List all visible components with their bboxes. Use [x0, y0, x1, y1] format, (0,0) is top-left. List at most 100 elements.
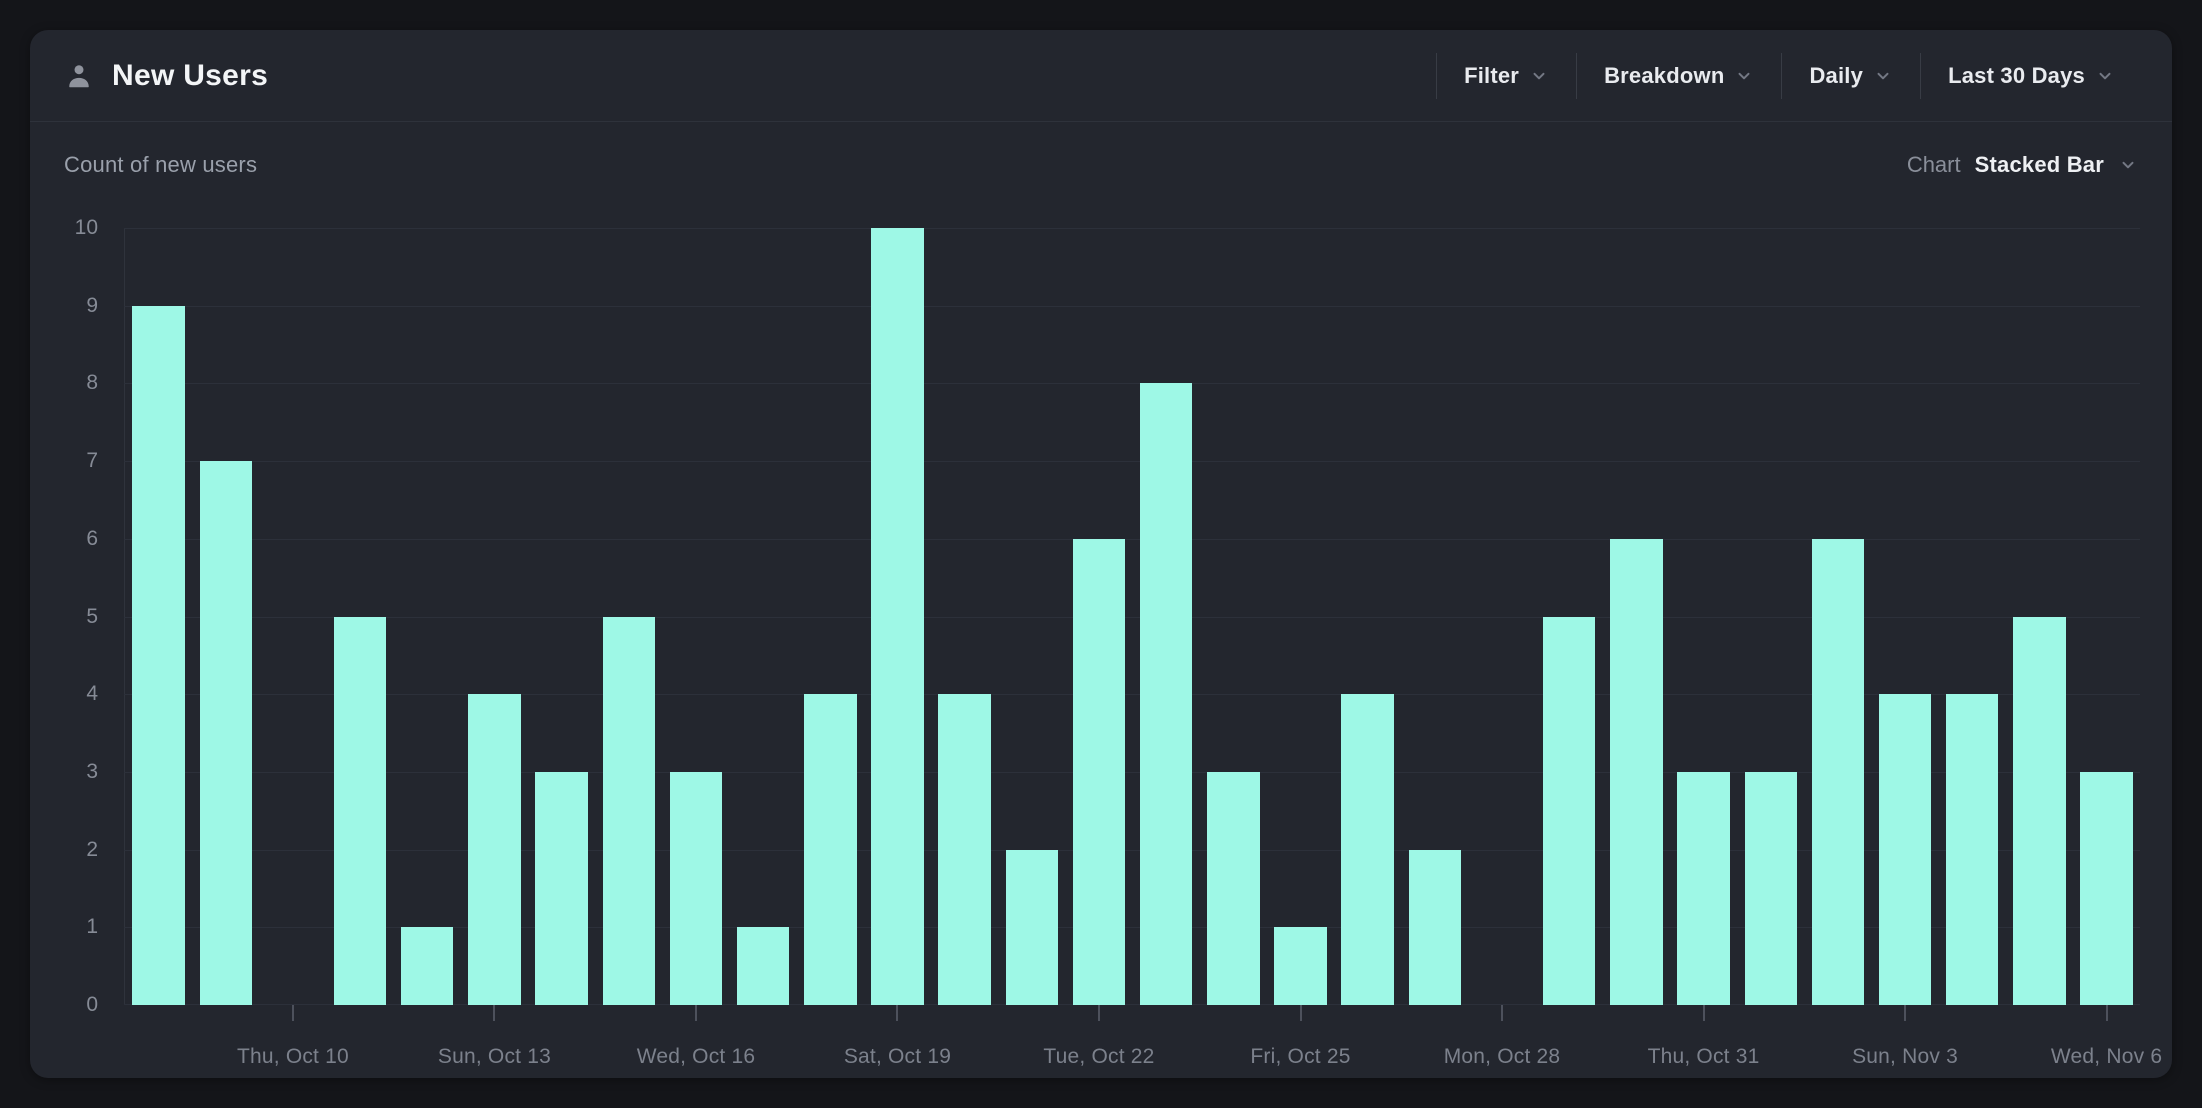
menu-divider — [1436, 52, 1438, 99]
bar[interactable] — [602, 616, 655, 1005]
chevron-down-icon — [1738, 72, 1750, 79]
bar-slot — [327, 228, 394, 1005]
y-axis-label: 8 — [86, 371, 98, 395]
bar-slot — [1536, 228, 1603, 1005]
bar-slot — [797, 228, 864, 1005]
x-tick-label: Wed, Nov 6 — [2050, 1045, 2163, 1068]
bar[interactable] — [1408, 849, 1462, 1005]
x-tick — [896, 1005, 899, 1021]
x-tick-label: Thu, Oct 31 — [1647, 1045, 1760, 1068]
chart-type-picker[interactable]: Chart Stacked Bar — [1907, 152, 2138, 178]
y-gridline — [124, 694, 2140, 696]
date-range-menu-button[interactable]: Last 30 Days — [1921, 30, 2142, 121]
x-tick — [2105, 1005, 2108, 1021]
bar-slot — [2006, 228, 2073, 1005]
y-axis-label: 10 — [74, 216, 98, 239]
card-header: New Users Filter Breakdown Daily Last 30… — [30, 30, 2172, 122]
metric-label: Count of new users — [64, 152, 258, 177]
bar-slot: Tue, Oct 22 — [1043, 228, 1154, 1068]
bar[interactable] — [804, 694, 857, 1005]
y-axis-label: 3 — [86, 759, 98, 783]
new-users-card: New Users Filter Breakdown Daily Last 30… — [30, 30, 2172, 1078]
bar[interactable] — [535, 771, 588, 1005]
bar-slot — [1939, 228, 2006, 1005]
bar-slot — [1737, 228, 1804, 1005]
y-gridline — [124, 228, 2140, 229]
bar[interactable] — [1072, 538, 1126, 1005]
y-gridline — [124, 771, 2140, 773]
bar-slot — [595, 228, 662, 1005]
bar[interactable] — [1878, 694, 1932, 1005]
x-tick — [1299, 1005, 1302, 1021]
bar[interactable] — [1274, 927, 1327, 1005]
y-gridline — [124, 538, 2140, 540]
bar[interactable] — [333, 616, 387, 1005]
y-axis-label: 9 — [86, 293, 98, 317]
bar[interactable] — [401, 927, 454, 1005]
x-tick-label: Sun, Oct 13 — [437, 1045, 551, 1068]
x-tick-label: Fri, Oct 25 — [1250, 1045, 1351, 1068]
bar[interactable] — [1946, 694, 1999, 1005]
filter-menu-label: Filter — [1464, 62, 1520, 88]
bar[interactable] — [669, 771, 723, 1005]
menu-divider — [1576, 52, 1578, 99]
y-axis-label: 1 — [86, 915, 98, 939]
bar-slot — [192, 228, 259, 1005]
y-gridline — [124, 927, 2140, 929]
bar[interactable] — [1139, 383, 1193, 1005]
date-range-menu-label: Last 30 Days — [1948, 62, 2085, 88]
bar[interactable] — [1207, 771, 1260, 1005]
bar[interactable] — [2080, 771, 2133, 1005]
bar[interactable] — [871, 228, 924, 1005]
bar[interactable] — [1005, 849, 1059, 1005]
breakdown-menu-button[interactable]: Breakdown — [1577, 30, 1781, 121]
x-tick — [1904, 1005, 1907, 1021]
bar[interactable] — [468, 694, 521, 1005]
bar-slot: Mon, Oct 28 — [1444, 228, 1560, 1068]
chevron-down-icon — [2122, 161, 2134, 169]
chevron-down-icon — [2099, 72, 2111, 79]
bar-slot — [1200, 228, 1267, 1005]
bar[interactable] — [199, 461, 252, 1005]
bar[interactable] — [736, 927, 790, 1005]
chart-picker-caption: Chart — [1906, 152, 1961, 177]
bar[interactable] — [1677, 771, 1730, 1005]
menu-divider — [1920, 52, 1922, 99]
bar-slot — [1334, 228, 1401, 1005]
bar-slot: Sun, Oct 13 — [438, 228, 551, 1068]
filter-menu-button[interactable]: Filter — [1437, 30, 1576, 121]
granularity-menu-button[interactable]: Daily — [1782, 30, 1920, 121]
x-tick-label: Sun, Nov 3 — [1852, 1045, 1958, 1068]
x-tick — [1501, 1005, 1504, 1021]
bar[interactable] — [1341, 694, 1394, 1005]
bar[interactable] — [1744, 771, 1797, 1005]
page-title: New Users — [112, 58, 269, 92]
bar[interactable] — [2013, 616, 2066, 1005]
bar[interactable] — [938, 694, 991, 1005]
x-tick — [1702, 1005, 1705, 1021]
bar-slot: Wed, Nov 6 — [2051, 228, 2162, 1068]
bar[interactable] — [132, 305, 185, 1005]
bar[interactable] — [1811, 538, 1865, 1005]
bar-slot: Thu, Oct 31 — [1648, 228, 1759, 1068]
bar-slot — [125, 228, 192, 1005]
chart-type-value: Stacked Bar — [1974, 152, 2104, 177]
granularity-menu-label: Daily — [1809, 62, 1864, 88]
bar-slot — [998, 228, 1065, 1005]
x-tick-label: Wed, Oct 16 — [636, 1045, 756, 1068]
y-gridline — [124, 616, 2140, 618]
y-axis-label: 4 — [86, 682, 98, 706]
bar-slot — [1133, 228, 1200, 1005]
x-tick — [694, 1005, 697, 1021]
header-menus: Filter Breakdown Daily Last 30 Days — [1436, 30, 2142, 121]
x-tick-label: Sat, Oct 19 — [843, 1045, 952, 1068]
y-gridline — [124, 849, 2140, 851]
bar-slot: Fri, Oct 25 — [1250, 228, 1350, 1068]
x-tick — [291, 1005, 294, 1021]
bar-slot — [931, 228, 998, 1005]
bar[interactable] — [1543, 616, 1596, 1005]
menu-divider — [1781, 52, 1783, 99]
breakdown-menu-label: Breakdown — [1604, 62, 1725, 88]
y-axis-label: 0 — [86, 993, 98, 1016]
bar[interactable] — [1610, 538, 1663, 1005]
